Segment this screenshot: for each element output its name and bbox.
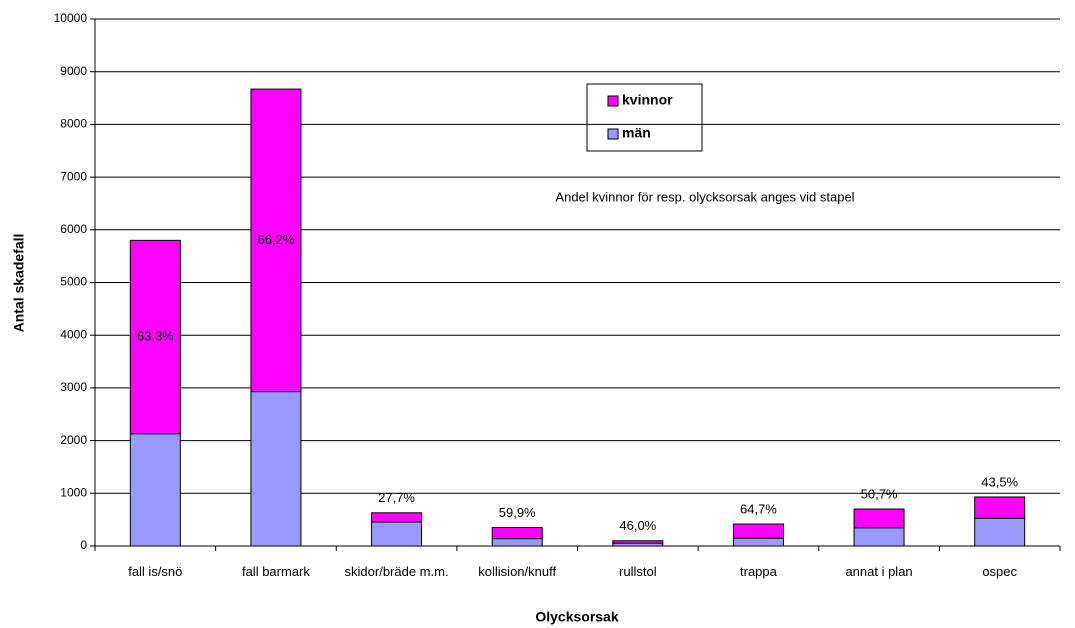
y-tick-label: 7000 [60, 169, 87, 183]
bar-segment [974, 517, 1026, 547]
bar-segment [732, 523, 784, 539]
x-tick-label: rullstol [619, 564, 657, 579]
y-tick-label: 3000 [60, 380, 87, 394]
y-tick-label: 9000 [60, 64, 87, 78]
x-tick-label: ospec [982, 564, 1018, 579]
bar-segment [371, 512, 423, 523]
y-tick-label: 4000 [60, 327, 87, 341]
bar-segment [612, 540, 664, 544]
legend-label: män [622, 125, 651, 141]
bar-segment [129, 433, 181, 547]
bar-segment [371, 521, 423, 547]
share-label: 43,5% [981, 474, 1018, 489]
y-tick-label: 8000 [60, 117, 87, 131]
legend-swatch [607, 128, 619, 140]
legend-swatch [607, 95, 619, 107]
y-tick-label: 5000 [60, 275, 87, 289]
y-tick-label: 2000 [60, 433, 87, 447]
y-tick-label: 6000 [60, 222, 87, 236]
share-label: 46,0% [619, 518, 656, 533]
legend-box [586, 83, 703, 152]
x-tick-label: fall is/snö [128, 564, 183, 579]
bar-segment [732, 537, 784, 547]
x-axis-title: Olycksorsak [535, 609, 618, 625]
bar-segment [129, 239, 181, 435]
bar-segment [853, 527, 905, 547]
bar-segment [250, 391, 302, 547]
legend-label: kvinnor [622, 92, 673, 108]
y-tick-label: 10000 [54, 11, 88, 25]
share-label: 66,2% [258, 232, 295, 247]
x-tick-label: trappa [740, 564, 777, 579]
y-tick-label: 0 [80, 538, 87, 552]
share-label: 27,7% [378, 490, 415, 505]
bar-segment [250, 88, 302, 393]
bar-segment [491, 527, 543, 540]
x-tick-label: fall barmark [241, 564, 310, 579]
share-label: 63,3% [137, 328, 174, 343]
share-label: 50,7% [861, 486, 898, 501]
annotation: Andel kvinnor för resp. olycksorsak ange… [555, 189, 854, 204]
x-tick-label: annat i plan [845, 564, 913, 579]
y-tick-label: 1000 [60, 485, 87, 499]
x-tick-label: kollision/knuff [478, 564, 557, 579]
bar-segment [974, 496, 1026, 519]
x-tick-label: skidor/bräde m.m. [344, 564, 449, 579]
bar-segment [491, 538, 543, 547]
share-label: 64,7% [740, 501, 777, 516]
share-label: 59,9% [499, 505, 536, 520]
y-axis-title: Antal skadefall [11, 234, 27, 333]
bar-segment [853, 508, 905, 529]
